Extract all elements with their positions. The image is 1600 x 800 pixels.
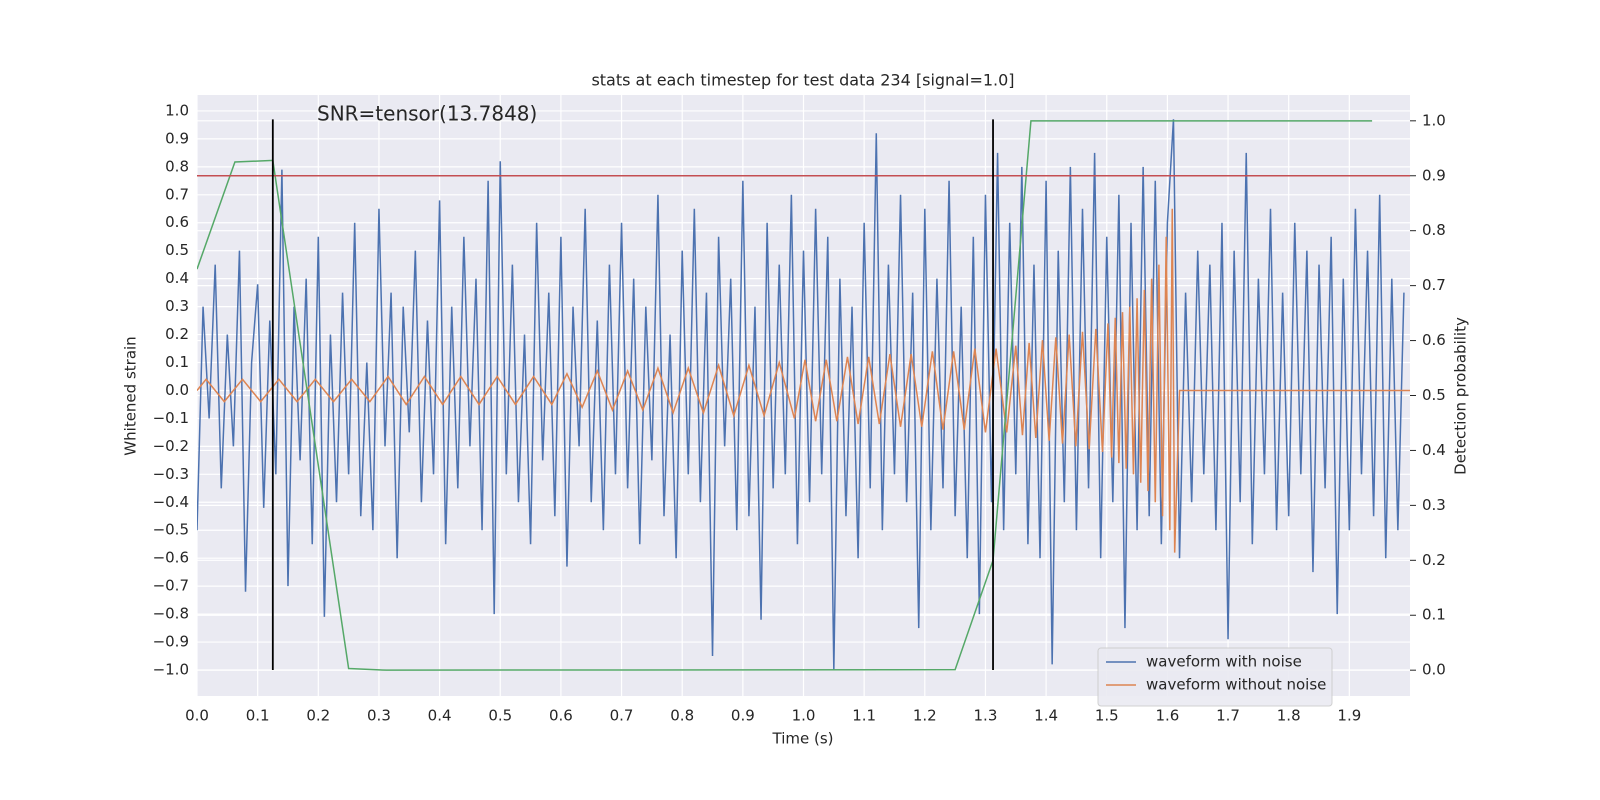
series-line: [197, 208, 1410, 553]
y2-tick-label: 0.3: [1422, 496, 1446, 514]
y-tick-label: −0.1: [153, 409, 189, 427]
y-tick-label: −0.5: [153, 521, 189, 539]
y-tick-label: 0.3: [165, 297, 189, 315]
y2-tick-label: 0.6: [1422, 331, 1446, 349]
chart-title: stats at each timestep for test data 234…: [591, 71, 1014, 90]
x-tick-label: 0.7: [610, 707, 634, 725]
x-tick-label: 0.8: [670, 707, 694, 725]
x-tick-label: 1.4: [1034, 707, 1058, 725]
y-tick-label: −0.2: [153, 437, 189, 455]
y-tick-label: 0.4: [165, 269, 189, 287]
y-tick-label: 0.1: [165, 353, 189, 371]
y-tick-label: 0.0: [165, 381, 189, 399]
y-tick-label: 0.6: [165, 213, 189, 231]
y2-tick-label: 0.4: [1422, 441, 1446, 459]
y-tick-label: 0.5: [165, 241, 189, 259]
y-tick-label: −0.9: [153, 633, 189, 651]
y-tick-label: 0.2: [165, 325, 189, 343]
y-tick-label: 0.9: [165, 129, 189, 147]
y-tick-label: −1.0: [153, 661, 189, 679]
annotation: SNR=tensor(13.7848): [317, 102, 537, 126]
y-tick-label: −0.6: [153, 549, 189, 567]
y-tick-label: −0.8: [153, 605, 189, 623]
y-tick-label: 0.7: [165, 185, 189, 203]
x-axis-label: Time (s): [772, 730, 834, 748]
y2-tick-label: 0.1: [1422, 606, 1446, 624]
legend-box: [1097, 647, 1333, 707]
x-tick-label: 1.2: [913, 707, 937, 725]
x-tick-label: 1.8: [1277, 707, 1301, 725]
x-tick-label: 0.6: [549, 707, 573, 725]
x-tick-label: 1.7: [1216, 707, 1240, 725]
y-tick-label: 1.0: [165, 101, 189, 119]
y2-tick-label: 0.0: [1422, 661, 1446, 679]
y-axis-label: Whitened strain: [122, 336, 140, 455]
legend-label: waveform without noise: [1146, 676, 1326, 694]
x-tick-label: 0.4: [428, 707, 452, 725]
legend-label: waveform with noise: [1146, 653, 1302, 671]
x-tick-label: 0.1: [246, 707, 270, 725]
x-tick-label: 0.2: [306, 707, 330, 725]
y2-tick-label: 0.5: [1422, 386, 1446, 404]
series-line: [197, 120, 1373, 671]
y2-axis-label: Detection probability: [1452, 317, 1470, 475]
x-tick-label: 0.5: [488, 707, 512, 725]
y2-tick-label: 0.7: [1422, 276, 1446, 294]
x-tick-label: 1.0: [792, 707, 816, 725]
y2-tick-label: 0.9: [1422, 166, 1446, 184]
x-tick-label: 0.0: [185, 707, 209, 725]
y-tick-label: −0.7: [153, 577, 189, 595]
y-tick-label: −0.4: [153, 493, 189, 511]
x-tick-label: 1.9: [1337, 707, 1361, 725]
y2-tick-label: 0.8: [1422, 221, 1446, 239]
x-tick-label: 0.3: [367, 707, 391, 725]
x-tick-label: 1.6: [1155, 707, 1179, 725]
y-tick-label: 0.8: [165, 157, 189, 175]
series-line: [197, 119, 1405, 671]
x-tick-label: 1.1: [852, 707, 876, 725]
y2-tick-label: 0.2: [1422, 551, 1446, 569]
x-tick-label: 1.5: [1095, 707, 1119, 725]
y-tick-label: −0.3: [153, 465, 189, 483]
x-tick-label: 0.9: [731, 707, 755, 725]
y2-tick-label: 1.0: [1422, 111, 1446, 129]
x-tick-label: 1.3: [974, 707, 998, 725]
